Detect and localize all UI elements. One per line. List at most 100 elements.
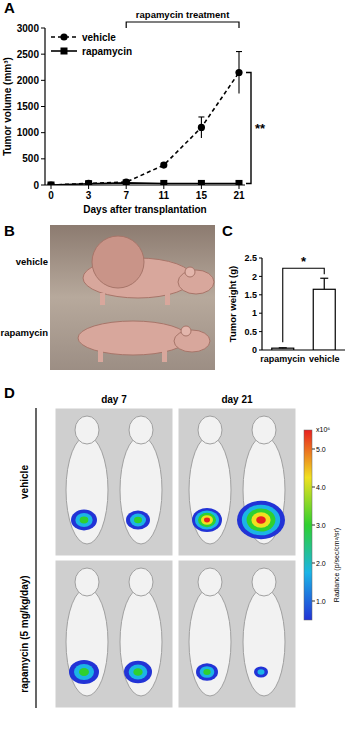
y-tick-label: 1 bbox=[252, 308, 257, 318]
mouse-ear bbox=[185, 267, 195, 277]
photo-background bbox=[50, 225, 215, 370]
x-tick-label: rapamycin bbox=[260, 354, 305, 364]
mouse-body bbox=[243, 588, 285, 696]
mouse-body bbox=[120, 436, 162, 544]
panel-label: D bbox=[4, 384, 15, 401]
luminescence bbox=[124, 661, 152, 683]
luminescence bbox=[251, 512, 270, 527]
y-tick bbox=[41, 80, 45, 81]
image-background bbox=[178, 408, 296, 556]
error-cap bbox=[320, 278, 328, 279]
mouse-body bbox=[189, 436, 231, 544]
luminescence bbox=[71, 510, 97, 531]
series-line bbox=[51, 183, 239, 185]
mouse-head bbox=[174, 330, 210, 352]
luminescence bbox=[200, 666, 215, 678]
image-background bbox=[55, 408, 173, 556]
series-line bbox=[51, 72, 239, 185]
colorbar-tick bbox=[312, 449, 315, 450]
y-tick-label: 2500 bbox=[17, 49, 40, 60]
luminescence bbox=[74, 664, 94, 680]
error-bar bbox=[324, 278, 325, 289]
separator bbox=[35, 408, 36, 708]
x-tick-label: 21 bbox=[233, 190, 245, 201]
luminescence bbox=[204, 518, 210, 523]
x-tick bbox=[88, 185, 89, 189]
bar bbox=[272, 348, 294, 350]
y-tick-label: 2000 bbox=[17, 75, 40, 86]
luminescence bbox=[203, 669, 210, 675]
error-cap bbox=[279, 347, 287, 348]
annotation: rapamycin treatment bbox=[136, 9, 230, 20]
x-tick bbox=[239, 185, 240, 189]
mouse-ear bbox=[181, 326, 191, 336]
significance: ** bbox=[255, 121, 266, 136]
mouse-head bbox=[198, 416, 222, 444]
column-label: day 21 bbox=[221, 394, 253, 405]
error-cap bbox=[236, 51, 242, 52]
panel-label: A bbox=[4, 0, 15, 16]
marker bbox=[123, 179, 130, 185]
x-tick bbox=[51, 185, 52, 189]
panel-a: 050010001500200025003000037111521Days af… bbox=[2, 9, 266, 215]
marker bbox=[123, 179, 130, 185]
y-tick bbox=[259, 276, 262, 277]
image bbox=[189, 568, 285, 696]
y-tick-label: 2.5 bbox=[244, 253, 257, 263]
row-label: vehicle bbox=[19, 465, 30, 499]
mouse-head bbox=[198, 568, 222, 596]
y-tick-label: 1.5 bbox=[244, 290, 257, 300]
x-tick-label: 11 bbox=[159, 190, 170, 201]
y-tick bbox=[41, 132, 45, 133]
luminescence bbox=[198, 513, 216, 527]
treatment-bracket bbox=[126, 22, 239, 28]
tumor bbox=[92, 236, 144, 288]
bar bbox=[313, 289, 335, 350]
y-tick bbox=[41, 28, 45, 29]
mouse-leg bbox=[100, 293, 105, 305]
legend-label: rapamycin bbox=[82, 46, 132, 57]
mouse-body bbox=[66, 588, 108, 696]
marker bbox=[85, 180, 92, 185]
y-tick bbox=[41, 54, 45, 55]
marker bbox=[160, 180, 167, 185]
colorbar-tick bbox=[312, 525, 315, 526]
colorbar-tick-label: 3.0 bbox=[316, 522, 326, 529]
y-tick-label: 1000 bbox=[17, 127, 40, 138]
image bbox=[66, 416, 162, 544]
plot-data bbox=[47, 52, 242, 185]
marker bbox=[198, 180, 205, 185]
mouse-head bbox=[252, 568, 276, 596]
marker bbox=[160, 162, 167, 169]
mouse-body bbox=[120, 588, 162, 696]
luminescence bbox=[247, 508, 276, 531]
y-tick bbox=[259, 258, 262, 259]
luminescence bbox=[75, 513, 92, 527]
y-tick bbox=[41, 158, 45, 159]
y-tick bbox=[259, 350, 262, 351]
colorbar-multiplier: x10⁶ bbox=[316, 426, 330, 433]
luminescence bbox=[134, 517, 142, 523]
significance-bracket bbox=[246, 72, 251, 183]
y-tick-label: 0.5 bbox=[244, 327, 257, 337]
significance-bracket bbox=[283, 268, 325, 342]
panel-b: vehiclerapamycin bbox=[0, 225, 215, 370]
luminescence bbox=[258, 669, 265, 675]
legend-label: vehicle bbox=[82, 32, 116, 43]
error-cap bbox=[198, 116, 204, 117]
x-tick-label: 3 bbox=[86, 190, 92, 201]
luminescence bbox=[195, 510, 219, 529]
luminescence bbox=[80, 517, 89, 524]
y-axis bbox=[261, 258, 262, 350]
image bbox=[189, 416, 285, 544]
x-tick-label: 7 bbox=[123, 190, 129, 201]
marker bbox=[236, 180, 243, 185]
colorbar-tick-label: 2.0 bbox=[316, 560, 326, 567]
x-tick bbox=[126, 185, 127, 189]
y-tick-label: 0 bbox=[252, 345, 257, 355]
x-tick-label: 15 bbox=[196, 190, 208, 201]
y-tick bbox=[41, 185, 45, 186]
marker bbox=[48, 182, 55, 186]
mouse-body bbox=[66, 436, 108, 544]
y-tick-label: 0 bbox=[33, 180, 39, 191]
